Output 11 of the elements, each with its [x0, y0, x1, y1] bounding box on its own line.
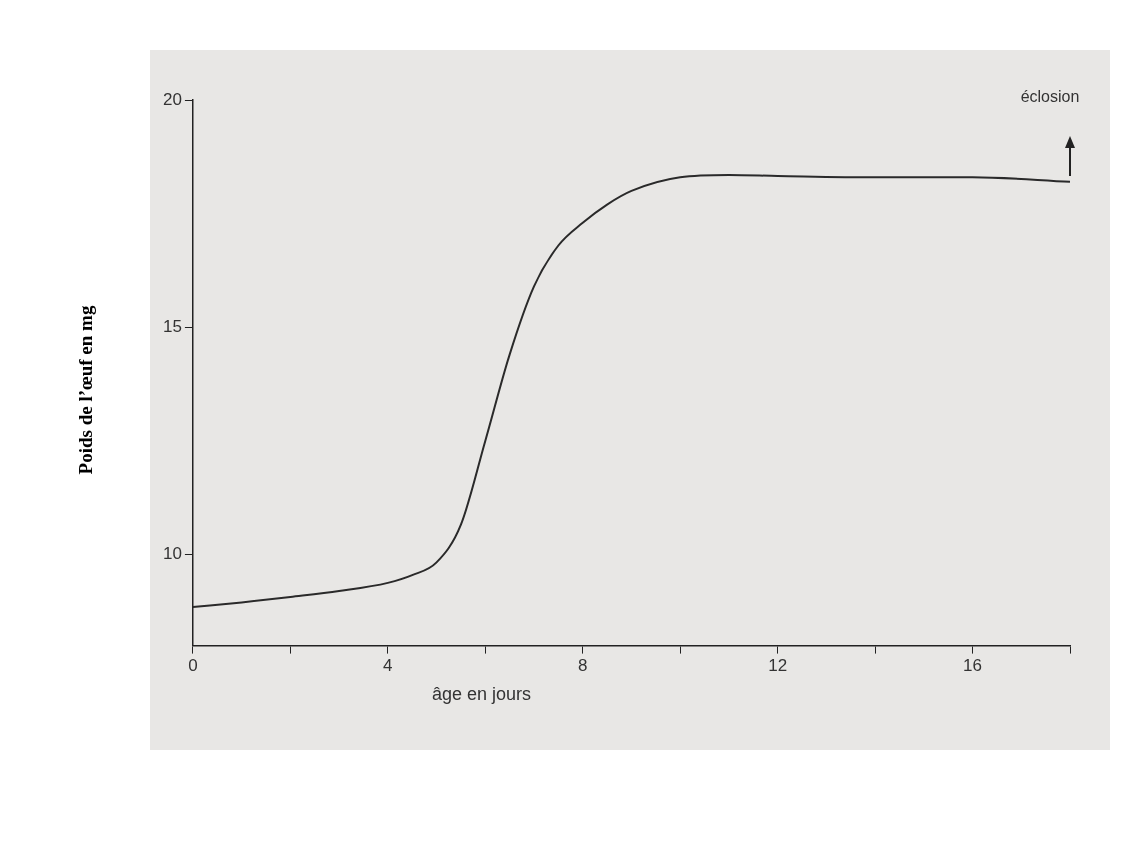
y-tick-label: 10	[162, 544, 182, 564]
x-tick-label: 8	[577, 656, 588, 676]
x-axis-title: âge en jours	[431, 683, 531, 705]
y-tick-label: 15	[162, 317, 182, 337]
x-tick-label: 12	[768, 656, 788, 676]
x-tick-label: 4	[383, 656, 393, 676]
y-axis-title: Poids de l’œuf en mg	[75, 305, 97, 475]
y-tick-label: 20	[162, 89, 182, 109]
annotation: éclosion	[1020, 88, 1080, 106]
x-tick-label: 0	[188, 656, 198, 676]
x-tick-label: 16	[963, 656, 983, 676]
